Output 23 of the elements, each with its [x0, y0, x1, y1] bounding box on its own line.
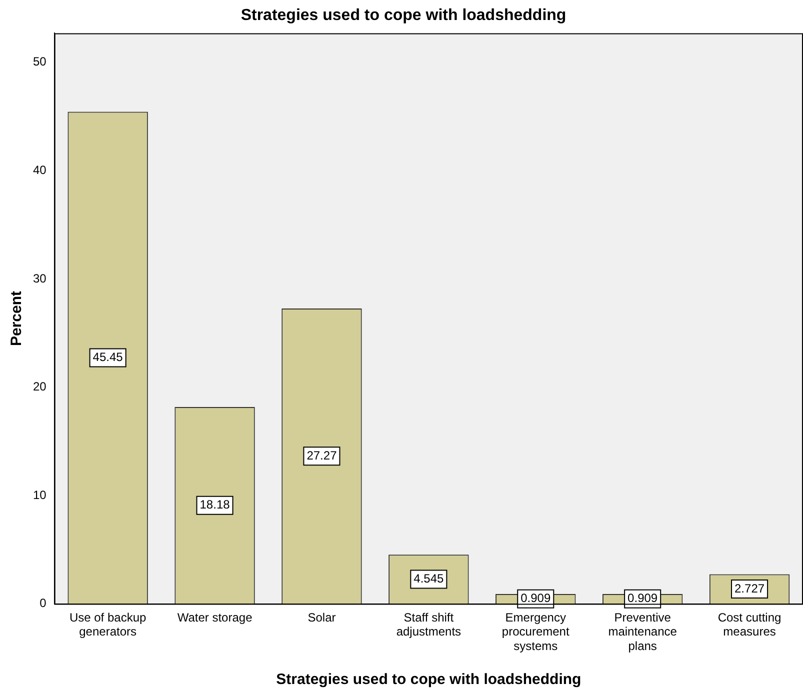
data-label: 4.545	[414, 572, 444, 586]
y-tick-label: 50	[32, 54, 47, 69]
y-tick-label: 10	[32, 488, 47, 502]
y-tick-label: 40	[32, 163, 47, 178]
y-tick-label: 30	[32, 271, 47, 286]
data-label: 18.18	[200, 498, 230, 512]
data-label: 2.727	[734, 581, 765, 596]
data-label: 45.45	[92, 350, 124, 364]
x-tick-label: Preventive maintenance plans	[608, 610, 678, 654]
x-tick-label: Solar	[308, 610, 336, 624]
x-axis-title: Strategies used to cope with loadshedding	[276, 671, 582, 688]
data-label: 0.909	[628, 591, 658, 606]
y-tick-label: 20	[32, 380, 47, 394]
data-label: 0.909	[520, 591, 551, 606]
data-label: 27.27	[306, 448, 338, 462]
x-tick-label: Emergency procurement systems	[502, 610, 570, 654]
chart-title: Strategies used to cope with loadshedding	[240, 7, 566, 24]
x-tick-label: Water storage	[177, 610, 253, 624]
y-axis-title: Percent	[8, 290, 26, 346]
x-tick-label: Use of backup generators	[69, 610, 146, 639]
y-tick-label: 0	[40, 596, 47, 610]
x-tick-label: Staff shift adjustments	[396, 610, 462, 639]
x-tick-label: Cost cutting measures	[718, 610, 782, 639]
